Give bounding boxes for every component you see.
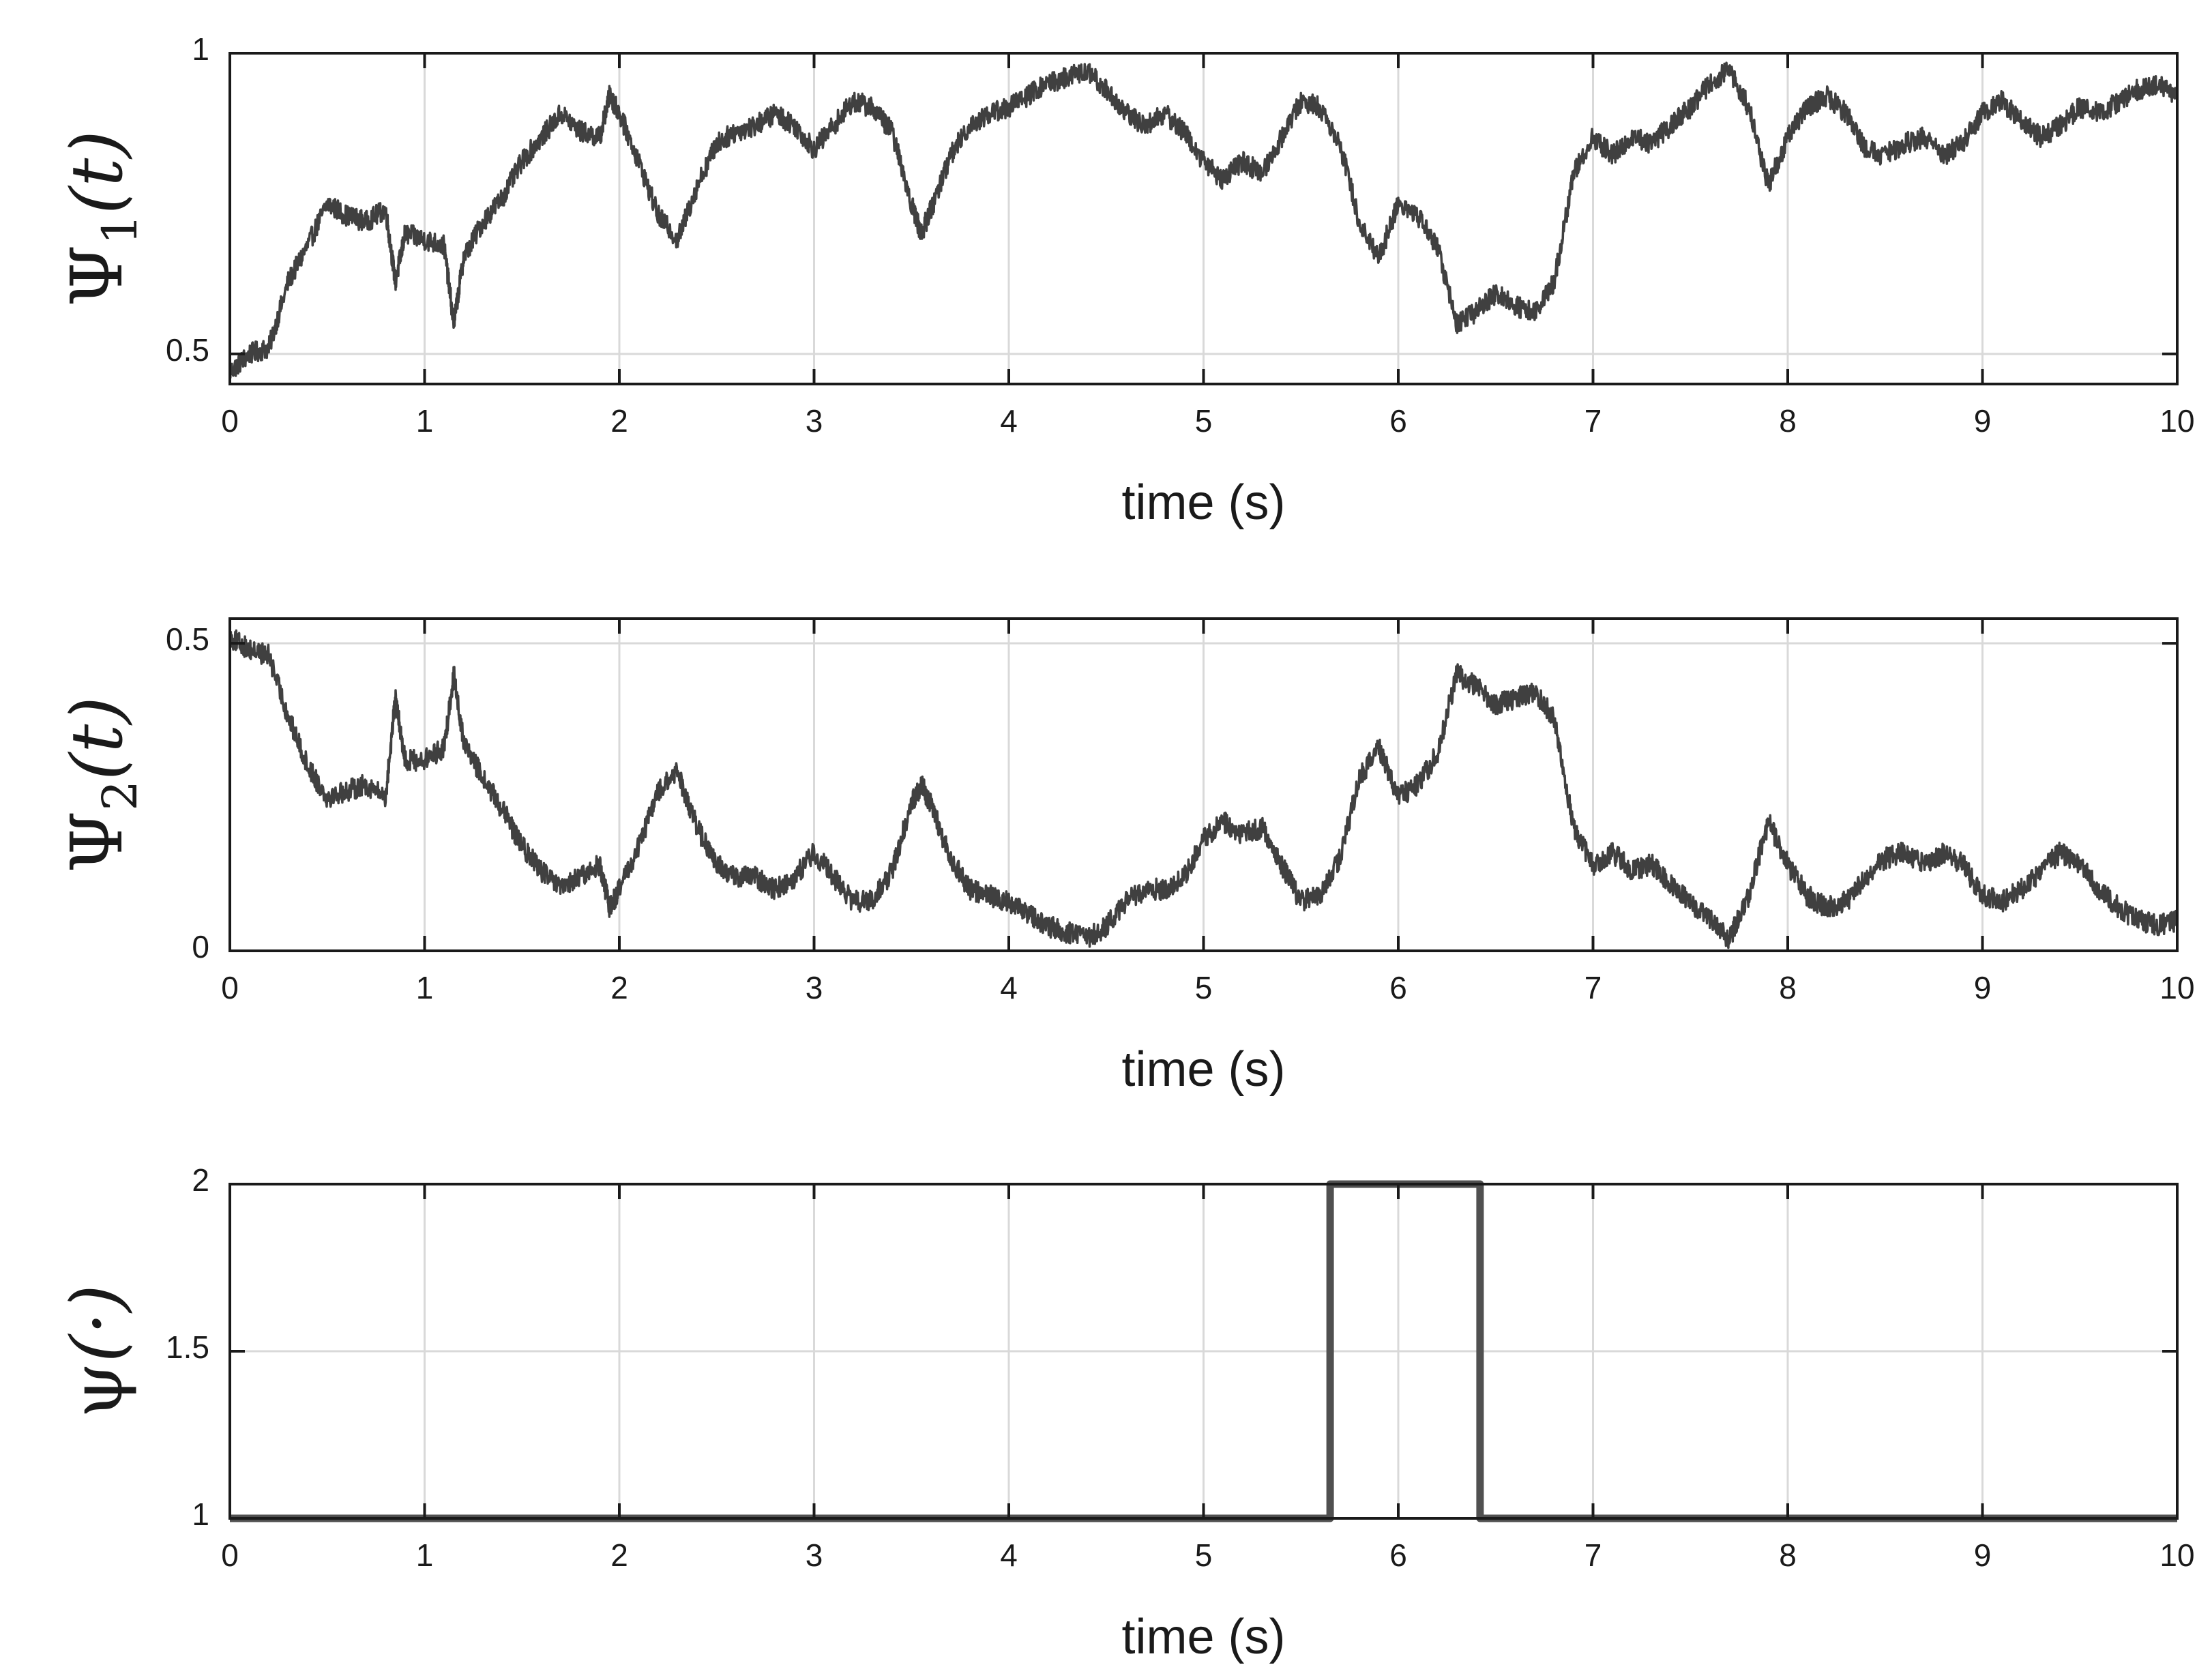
x-tick-label: 5 [1195, 1537, 1213, 1573]
x-tick-label: 4 [1000, 1537, 1018, 1573]
x-tick-label: 3 [806, 1537, 823, 1573]
x-tick-label: 10 [2159, 970, 2194, 1005]
x-tick-label: 0 [221, 403, 239, 439]
y-tick-label: 0.5 [166, 332, 209, 368]
series-line [228, 61, 2179, 379]
x-tick-label: 4 [1000, 403, 1018, 439]
x-axis-title: time (s) [1122, 1610, 1286, 1664]
y-tick-label: 1 [192, 1497, 209, 1532]
x-tick-label: 3 [806, 403, 823, 439]
y-tick-label: 0.5 [166, 621, 209, 657]
plot-panel-psi1: 0 1 2 3 4 5 6 7 8 9 10 0.5 1 time (s) Ψ1(t) [55, 31, 2195, 530]
x-tick-label: 9 [1974, 970, 1992, 1005]
series-line [228, 629, 2179, 949]
x-tick-label: 1 [416, 970, 434, 1005]
x-tick-label: 7 [1584, 970, 1602, 1005]
x-tick-label: 3 [806, 970, 823, 1005]
x-tick-label: 2 [610, 403, 628, 439]
x-tick-label: 7 [1584, 1537, 1602, 1573]
x-tick-label: 6 [1389, 403, 1407, 439]
y-axis-title: Ψ2(t) [55, 696, 148, 873]
x-tick-label: 6 [1389, 970, 1407, 1005]
x-tick-label: 4 [1000, 970, 1018, 1005]
x-tick-label: 10 [2159, 403, 2194, 439]
x-tick-label: 1 [416, 403, 434, 439]
y-tick-label: 0 [192, 929, 209, 964]
y-tick-label: 1.5 [166, 1329, 209, 1365]
x-axis-title: time (s) [1122, 1042, 1286, 1097]
x-tick-label: 8 [1779, 1537, 1797, 1573]
x-tick-label: 9 [1974, 403, 1992, 439]
plot-panel-psi2: 0 1 2 3 4 5 6 7 8 9 10 0 0.5 time (s) Ψ2(t) [55, 617, 2195, 1097]
x-tick-label: 1 [416, 1537, 434, 1573]
y-axis-title: ψ(·) [55, 1284, 138, 1418]
x-tick-label: 2 [610, 970, 628, 1005]
x-tick-label: 8 [1779, 403, 1797, 439]
x-axis-title: time (s) [1122, 475, 1286, 530]
x-tick-label: 0 [221, 970, 239, 1005]
x-tick-label: 5 [1195, 970, 1213, 1005]
x-tick-label: 7 [1584, 403, 1602, 439]
x-tick-label: 10 [2159, 1537, 2194, 1573]
x-tick-label: 9 [1974, 1537, 1992, 1573]
x-tick-label: 2 [610, 1537, 628, 1573]
x-tick-label: 0 [221, 1537, 239, 1573]
y-axis-title: Ψ1(t) [55, 130, 148, 307]
y-tick-label: 1 [192, 31, 209, 67]
x-tick-label: 8 [1779, 970, 1797, 1005]
x-tick-label: 5 [1195, 403, 1213, 439]
y-tick-label: 2 [192, 1162, 209, 1198]
x-tick-label: 6 [1389, 1537, 1407, 1573]
